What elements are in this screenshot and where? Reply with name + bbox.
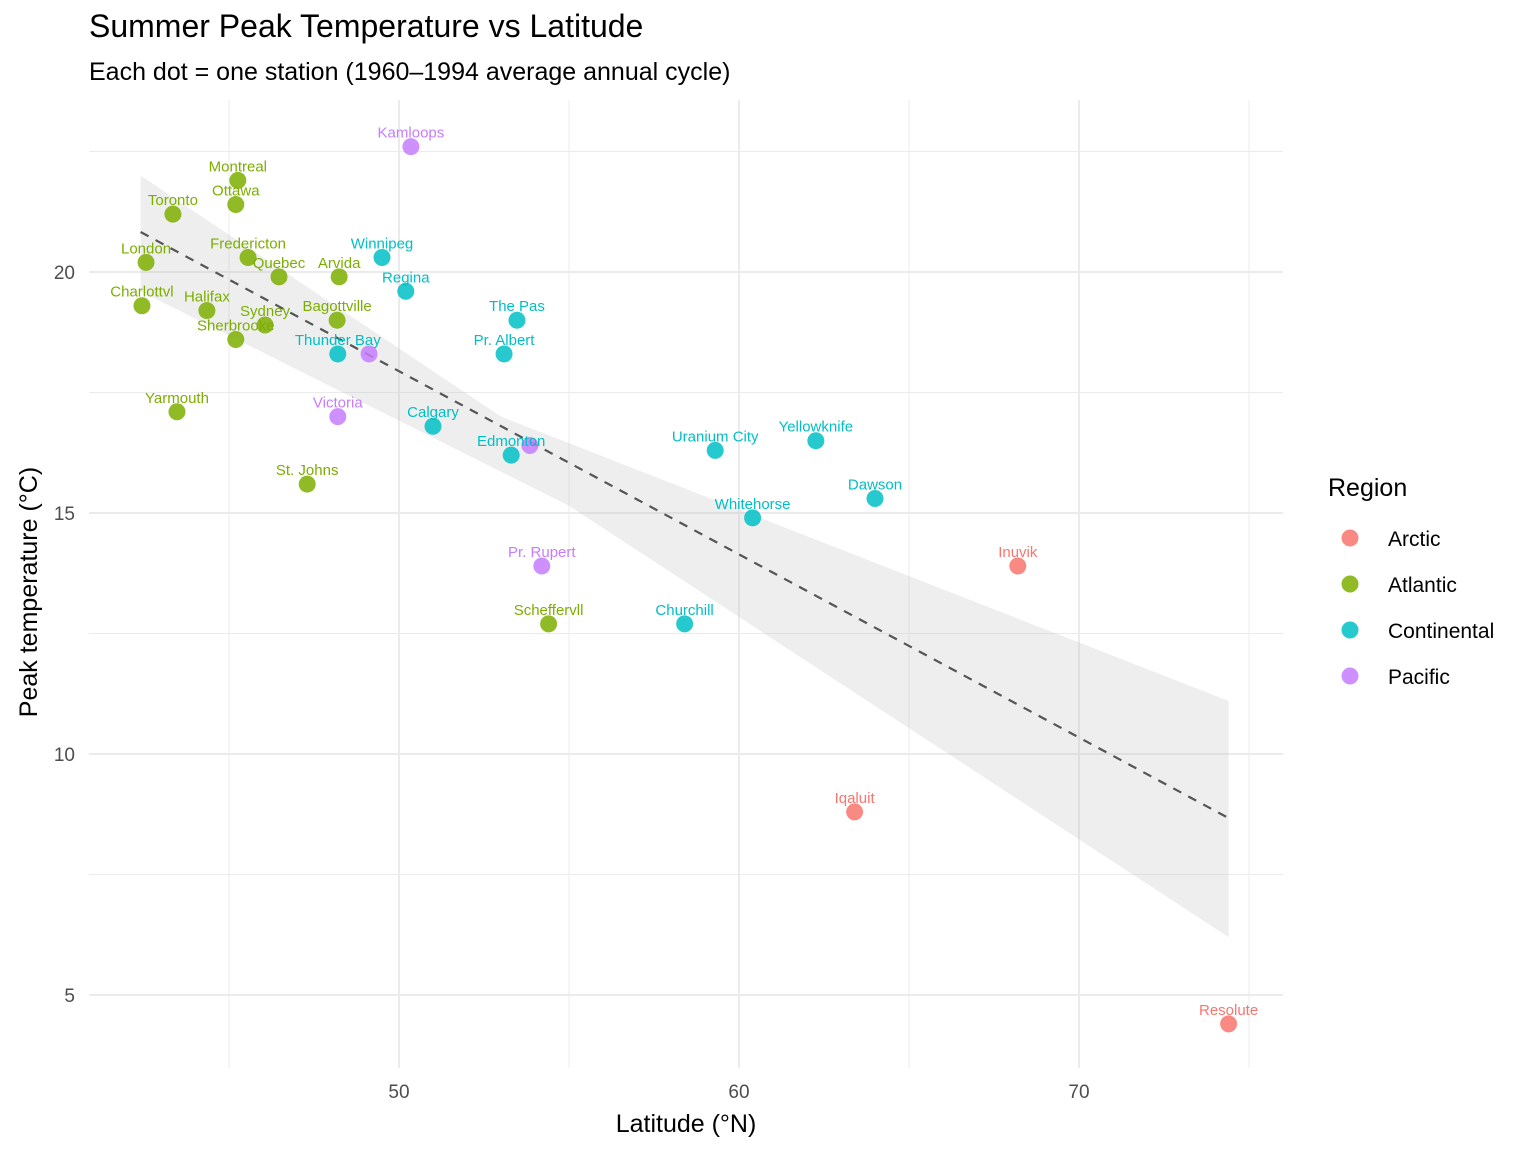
point-the-pas — [508, 311, 526, 329]
legend-key-pacific — [1341, 667, 1359, 685]
point-label: Iqaluit — [835, 790, 876, 807]
point-label: Halifax — [184, 289, 230, 306]
y-tick-label: 20 — [54, 263, 75, 284]
point-label: London — [121, 240, 171, 257]
point-whitehorse — [744, 509, 762, 527]
point-label: Ottawa — [212, 183, 260, 200]
point-label: Winnipeg — [351, 236, 414, 253]
legend-title: Region — [1328, 474, 1407, 502]
trend-line-group — [140, 231, 1230, 820]
chart-title: Summer Peak Temperature vs Latitude — [89, 8, 644, 44]
point-unlabeled-16 — [360, 345, 378, 363]
y-tick-label: 15 — [54, 504, 75, 525]
point-label: Kamloops — [378, 125, 445, 142]
point-label: Toronto — [148, 192, 198, 209]
point-yellowknife — [807, 432, 825, 450]
confidence-band-group — [140, 175, 1229, 938]
point-dawson — [866, 490, 884, 508]
point-ottawa — [227, 196, 245, 214]
x-tick-label: 50 — [388, 1082, 409, 1103]
trend-line — [140, 231, 1230, 820]
x-axis-label: Latitude (°N) — [616, 1110, 757, 1138]
point-label: Uranium City — [672, 428, 759, 445]
point-pr-rupert — [533, 557, 551, 575]
point-london — [137, 253, 155, 271]
point-label: Charlottvl — [110, 284, 173, 301]
point-scheffervll — [540, 615, 558, 633]
point-label: Arvida — [318, 255, 361, 272]
point-edmonton — [502, 446, 520, 464]
point-label: Whitehorse — [715, 496, 791, 513]
point-unlabeled-23 — [521, 437, 539, 455]
x-tick-label: 70 — [1068, 1082, 1089, 1103]
y-tick-label: 10 — [54, 745, 75, 766]
confidence-band — [140, 175, 1229, 938]
y-axis-label: Peak temperature (°C) — [15, 467, 43, 717]
point-pr-albert — [495, 345, 513, 363]
point-iqaluit — [846, 803, 864, 821]
legend-label: Arctic — [1388, 528, 1441, 551]
point-label: Regina — [382, 269, 430, 286]
point-label: Resolute — [1199, 1002, 1258, 1019]
x-axis-ticks: 50 60 70 — [388, 1082, 1089, 1103]
point-label: Victoria — [313, 395, 363, 412]
point-charlottvl — [133, 297, 151, 315]
y-tick-label: 5 — [64, 986, 75, 1007]
legend-label: Continental — [1388, 620, 1494, 643]
point-halifax — [198, 302, 216, 320]
point-victoria — [329, 408, 347, 426]
grid-lines — [89, 100, 1283, 1068]
point-label: Dawson — [848, 477, 902, 494]
point-label: Sherbrooke — [197, 317, 275, 334]
point-label: Yellowknife — [779, 419, 854, 436]
point-montreal — [229, 171, 247, 189]
point-fredericton — [239, 249, 257, 267]
point-label: Pr. Albert — [474, 332, 536, 349]
point-st-johns — [298, 475, 316, 493]
point-label: Thunder Bay — [295, 332, 381, 349]
y-axis-ticks: 5 10 15 20 — [54, 263, 75, 1007]
point-kamloops — [402, 138, 420, 156]
point-bagottville — [328, 311, 346, 329]
point-label: Churchill — [655, 602, 713, 619]
point-toronto — [164, 205, 182, 223]
point-regina — [397, 282, 415, 300]
point-label: Pr. Rupert — [508, 544, 576, 561]
point-label: Scheffervll — [514, 602, 584, 619]
point-label: St. Johns — [276, 462, 339, 479]
point-label: Bagottville — [303, 298, 372, 315]
point-label: The Pas — [489, 298, 545, 315]
legend-key-continental — [1341, 621, 1359, 639]
point-thunder-bay — [329, 345, 347, 363]
point-label: Fredericton — [210, 236, 286, 253]
point-sydney — [256, 316, 274, 334]
point-label: Quebec — [253, 255, 306, 272]
point-yarmouth — [168, 403, 186, 421]
point-inuvik — [1009, 557, 1027, 575]
point-label: Inuvik — [998, 544, 1038, 561]
point-churchill — [676, 615, 694, 633]
x-tick-label: 60 — [728, 1082, 749, 1103]
legend-key-atlantic — [1341, 575, 1359, 593]
point-arvida — [330, 268, 348, 286]
point-sherbrooke — [227, 330, 245, 348]
point-label: Montreal — [209, 158, 267, 175]
point-uranium-city — [706, 441, 724, 459]
point-label: Edmonton — [477, 433, 545, 450]
point-label: Sydney — [240, 303, 291, 320]
point-winnipeg — [373, 249, 391, 267]
point-label: Yarmouth — [145, 390, 209, 407]
point-label: Calgary — [407, 404, 459, 421]
legend: Region Arctic Atlantic Continental Pacific — [1328, 474, 1494, 689]
chart-subtitle: Each dot = one station (1960–1994 averag… — [89, 58, 731, 86]
legend-label: Pacific — [1388, 666, 1450, 689]
points-group — [133, 138, 1238, 1033]
point-quebec — [270, 268, 288, 286]
point-labels-group: Kamloops Montreal Ottawa Toronto London Frede… — [110, 125, 1258, 1019]
point-resolute — [1220, 1015, 1238, 1033]
legend-label: Atlantic — [1388, 574, 1457, 597]
legend-key-arctic — [1341, 529, 1359, 547]
point-calgary — [424, 417, 442, 435]
